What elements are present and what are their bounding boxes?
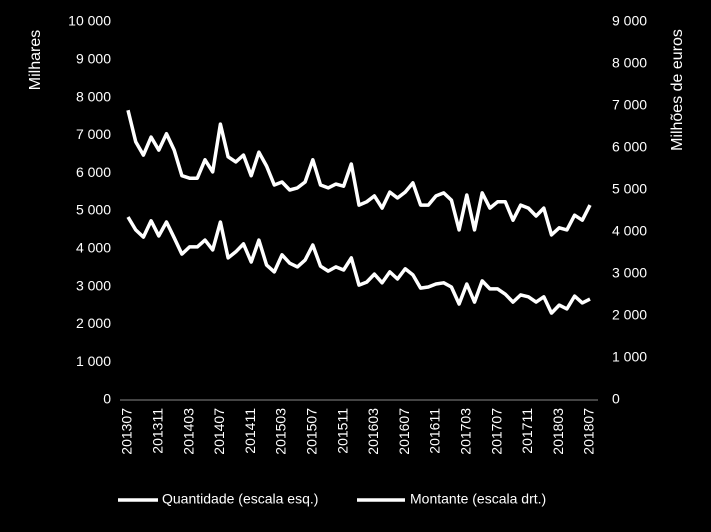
y2-tick-label: 4 000 xyxy=(612,223,647,239)
x-tick-label: 201711 xyxy=(519,408,535,454)
y2-tick-label: 9 000 xyxy=(612,13,647,29)
x-tick-label: 201407 xyxy=(211,408,227,455)
x-tick-label: 201503 xyxy=(273,408,289,455)
x-tick-label: 201403 xyxy=(180,408,196,455)
y2-tick-label: 2 000 xyxy=(612,307,647,323)
y-tick-label: 4 000 xyxy=(76,240,111,256)
y-tick-label: 8 000 xyxy=(76,88,111,104)
x-tick-label: 201307 xyxy=(119,408,135,455)
y-tick-label: 5 000 xyxy=(76,202,111,218)
y-tick-label: 6 000 xyxy=(76,164,111,180)
x-tick-label: 201611 xyxy=(427,408,443,454)
x-tick-label: 201703 xyxy=(458,408,474,455)
y-tick-label: 7 000 xyxy=(76,126,111,142)
y2-tick-label: 3 000 xyxy=(612,265,647,281)
x-tick-label: 201511 xyxy=(334,408,350,454)
x-tick-label: 201311 xyxy=(150,408,166,454)
legend-label: Montante (escala drt.) xyxy=(410,491,546,507)
y-tick-label: 0 xyxy=(103,391,111,407)
y-tick-label: 2 000 xyxy=(76,315,111,331)
line-series xyxy=(126,109,592,237)
y2-tick-label: 8 000 xyxy=(612,55,647,71)
line-series xyxy=(126,216,591,315)
x-tick-label: 201707 xyxy=(488,408,504,455)
y2-tick-label: 6 000 xyxy=(612,139,647,155)
y-axis-title: Milhares xyxy=(27,30,44,90)
x-tick-label: 201607 xyxy=(396,408,412,455)
y2-tick-label: 5 000 xyxy=(612,181,647,197)
x-tick-label: 201603 xyxy=(365,408,381,455)
x-tick-label: 201411 xyxy=(242,408,258,454)
x-tick-label: 201507 xyxy=(304,408,320,455)
y-tick-label: 1 000 xyxy=(76,353,111,369)
y2-tick-label: 0 xyxy=(612,391,620,407)
y-tick-label: 10 000 xyxy=(68,13,111,29)
x-tick-label: 201807 xyxy=(581,408,597,455)
legend-label: Quantidade (escala esq.) xyxy=(162,491,318,507)
y2-tick-label: 7 000 xyxy=(612,97,647,113)
y-tick-label: 3 000 xyxy=(76,277,111,293)
x-tick-label: 201803 xyxy=(550,408,566,455)
y2-tick-label: 1 000 xyxy=(612,349,647,365)
y2-axis-title: Milhões de euros xyxy=(669,29,686,151)
y-tick-label: 9 000 xyxy=(76,51,111,67)
